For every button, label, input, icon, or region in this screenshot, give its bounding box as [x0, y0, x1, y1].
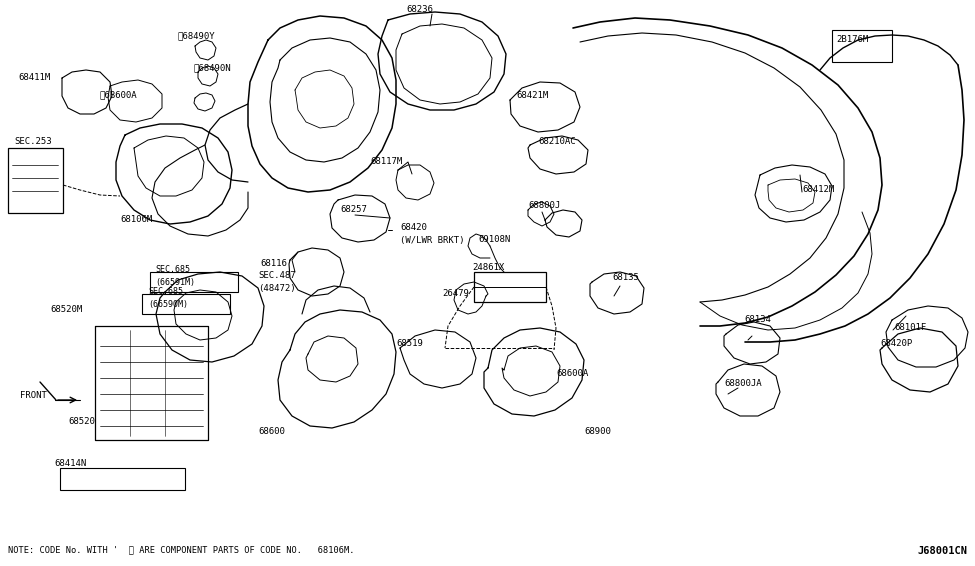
- Text: 68411M: 68411M: [18, 74, 51, 83]
- Text: 68117M: 68117M: [370, 157, 403, 166]
- Text: (48472): (48472): [258, 284, 295, 293]
- Bar: [150, 272, 238, 292]
- Text: FRONT: FRONT: [20, 392, 47, 401]
- Text: (W/LWR BRKT): (W/LWR BRKT): [400, 235, 464, 245]
- Text: SEC.685: SEC.685: [155, 265, 190, 275]
- Text: 68236: 68236: [407, 6, 434, 15]
- Text: SEC.253: SEC.253: [14, 138, 52, 147]
- Text: 68412M: 68412M: [802, 186, 835, 195]
- Text: (66591M): (66591M): [155, 277, 195, 286]
- Bar: [142, 294, 230, 314]
- Text: 68800J: 68800J: [528, 200, 561, 209]
- Bar: [832, 30, 892, 62]
- Text: 68519: 68519: [396, 340, 423, 349]
- Text: 68414N: 68414N: [54, 458, 86, 468]
- Text: (66590M): (66590M): [148, 299, 188, 308]
- Text: SEC.487: SEC.487: [258, 272, 295, 281]
- Text: ※6B600A: ※6B600A: [100, 91, 137, 100]
- Text: J68001CN: J68001CN: [917, 546, 967, 556]
- Text: 24861X: 24861X: [472, 264, 504, 272]
- Text: 68421M: 68421M: [516, 92, 548, 101]
- Text: 69108N: 69108N: [478, 235, 510, 245]
- Text: 68134: 68134: [744, 315, 771, 324]
- Text: 68420: 68420: [400, 224, 427, 233]
- Text: SEC.685: SEC.685: [148, 288, 183, 297]
- Text: 68420P: 68420P: [880, 340, 913, 349]
- Text: 68257: 68257: [340, 205, 367, 215]
- Bar: [8, 148, 63, 213]
- Text: 2B176M: 2B176M: [836, 36, 869, 45]
- Text: 68600A: 68600A: [556, 370, 588, 379]
- Text: 68800JA: 68800JA: [724, 379, 761, 388]
- Text: 68101F: 68101F: [894, 324, 926, 332]
- Text: ※68490Y: ※68490Y: [178, 32, 215, 41]
- Text: 68135: 68135: [612, 273, 639, 282]
- Text: 68520M: 68520M: [50, 306, 82, 315]
- Text: 68116: 68116: [260, 259, 287, 268]
- Bar: [474, 272, 546, 302]
- Text: 68106M: 68106M: [120, 216, 152, 225]
- Text: 68520: 68520: [68, 418, 95, 427]
- Text: 68600: 68600: [258, 427, 286, 436]
- Text: 26479: 26479: [442, 289, 469, 298]
- Bar: [60, 468, 185, 490]
- Text: 68900: 68900: [584, 427, 611, 436]
- Text: NOTE: CODE No. WITH '  ※ ARE COMPONENT PARTS OF CODE NO.   68106M.: NOTE: CODE No. WITH ' ※ ARE COMPONENT PA…: [8, 545, 355, 554]
- Text: ※68490N: ※68490N: [193, 63, 231, 72]
- Text: 68210AC: 68210AC: [538, 138, 575, 147]
